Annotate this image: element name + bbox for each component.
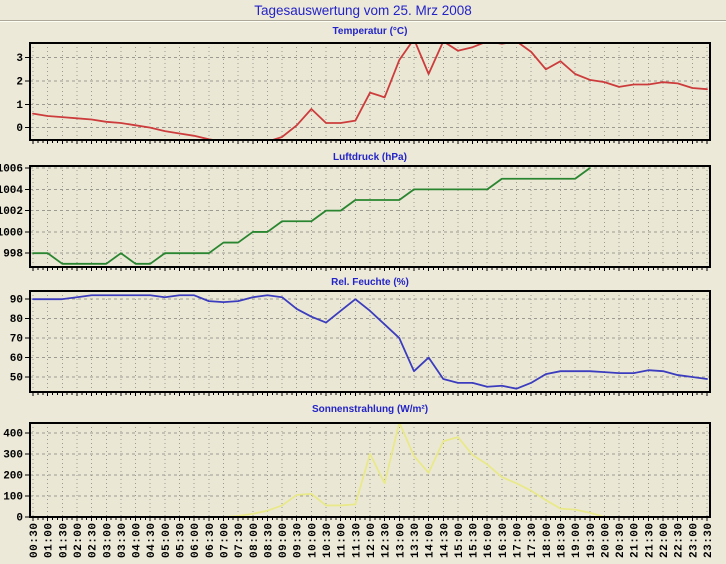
- x-tick-label: 18:00: [542, 522, 554, 558]
- y-tick-label: 0: [16, 513, 23, 525]
- x-tick-label: 21:30: [644, 522, 656, 558]
- x-tick-label: 09:30: [293, 522, 305, 558]
- y-tick-label: 80: [10, 314, 23, 326]
- x-tick-label: 15:00: [454, 522, 466, 558]
- x-tick-label: 23:00: [688, 522, 700, 558]
- y-tick-label: 1000: [0, 227, 23, 239]
- x-tick-label: 14:00: [425, 522, 437, 558]
- x-tick-label: 08:30: [263, 522, 275, 558]
- series-line: [32, 294, 708, 390]
- chart-2: 50 60 70 80 90: [10, 290, 711, 396]
- x-tick-label: 02:00: [73, 522, 85, 558]
- x-tick-label: 17:00: [513, 522, 525, 558]
- x-tick-label: 06:00: [190, 522, 202, 558]
- x-tick-label: 14:30: [439, 522, 451, 558]
- chart-title-humidity: Rel. Feuchte (%): [331, 277, 409, 288]
- x-tick-label: 16:00: [483, 522, 495, 558]
- x-tick-label: 23:30: [703, 522, 715, 558]
- y-tick-label: 90: [10, 295, 23, 307]
- x-tick-label: 17:30: [527, 522, 539, 558]
- x-tick-label: 13:30: [410, 522, 422, 558]
- x-tick-label: 22:30: [674, 522, 686, 558]
- y-tick-label: 200: [3, 470, 23, 482]
- y-tick-label: 3: [16, 53, 23, 65]
- x-tick-label: 13:00: [395, 522, 407, 558]
- x-tick-label: 09:00: [278, 522, 290, 558]
- chart-title-pressure: Luftdruck (hPa): [333, 152, 407, 163]
- x-tick-label: 02:30: [88, 522, 100, 558]
- x-tick-label: 07:30: [234, 522, 246, 558]
- x-tick-label: 15:30: [469, 522, 481, 558]
- series-line: [32, 167, 591, 265]
- plot-area: [30, 423, 710, 517]
- y-tick-label: 400: [3, 428, 23, 440]
- x-tick-label: 19:00: [571, 522, 583, 558]
- x-tick-label: 21:00: [630, 522, 642, 558]
- x-tick-label: 19:30: [586, 522, 598, 558]
- y-tick-label: 0: [16, 123, 23, 135]
- chart-title-temperature: Temperatur (°C): [332, 26, 408, 37]
- y-tick-label: 100: [3, 491, 23, 503]
- x-tick-label: 07:00: [219, 522, 231, 558]
- x-tick-label: 05:00: [161, 522, 173, 558]
- x-tick-label: 04:30: [146, 522, 158, 558]
- x-tick-label: 05:30: [176, 522, 188, 558]
- x-tick-label: 06:30: [205, 522, 217, 558]
- chart-title-radiation: Sonnenstrahlung (W/m²): [311, 404, 429, 415]
- chart-3: 0 100 200 300 400: [3, 422, 711, 525]
- plot-border: [29, 165, 711, 268]
- x-tick-label: 18:30: [556, 522, 568, 558]
- title-divider: [0, 20, 726, 22]
- x-axis-labels: 00:30 01:00 01:30 02:00 02:30 03:00 03:30 04:00…: [29, 522, 715, 558]
- x-tick-label: 20:30: [615, 522, 627, 558]
- y-tick-label: 1004: [0, 185, 23, 197]
- x-tick-label: 03:30: [117, 522, 129, 558]
- y-tick-label: 1: [16, 100, 23, 112]
- y-tick-label: 1006: [0, 164, 23, 176]
- plot-border: [29, 422, 711, 518]
- y-tick-label: 50: [10, 373, 23, 385]
- x-tick-label: 11:30: [351, 522, 363, 558]
- x-tick-label: 10:30: [322, 522, 334, 558]
- series-line: [32, 423, 606, 517]
- x-tick-label: 01:30: [58, 522, 70, 558]
- page-title: Tagesauswertung vom 25. Mrz 2008: [254, 3, 472, 18]
- y-tick-label: 70: [10, 334, 23, 346]
- x-tick-label: 08:00: [249, 522, 261, 558]
- x-tick-label: 20:00: [600, 522, 612, 558]
- chart-0: 0 1 2 3: [16, 42, 711, 144]
- series-line: [32, 43, 708, 140]
- x-tick-label: 11:00: [337, 522, 349, 558]
- x-tick-label: 03:00: [102, 522, 114, 558]
- x-tick-label: 10:00: [307, 522, 319, 558]
- plot-border: [29, 42, 711, 141]
- x-tick-label: 04:00: [132, 522, 144, 558]
- y-tick-label: 60: [10, 353, 23, 365]
- plot-border: [29, 290, 711, 393]
- x-tick-label: 16:30: [498, 522, 510, 558]
- x-tick-label: 22:00: [659, 522, 671, 558]
- plot-area: [30, 166, 710, 267]
- x-tick-label: 12:30: [381, 522, 393, 558]
- x-tick-label: 12:00: [366, 522, 378, 558]
- y-tick-label: 998: [3, 249, 23, 261]
- x-tick-label: 01:00: [44, 522, 56, 558]
- y-tick-label: 300: [3, 449, 23, 461]
- x-tick-label: 00:30: [29, 522, 41, 558]
- y-tick-label: 2: [16, 77, 23, 89]
